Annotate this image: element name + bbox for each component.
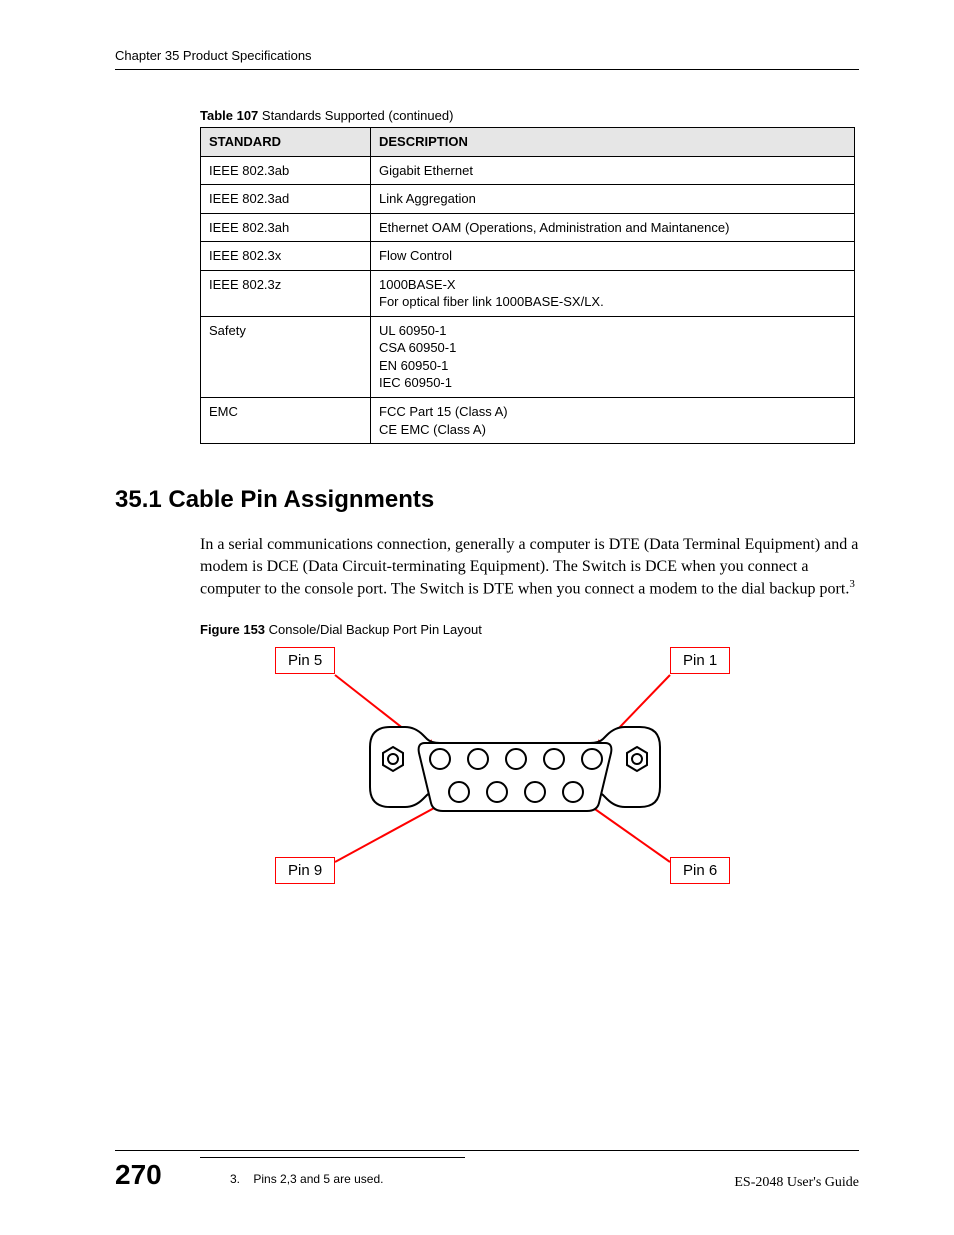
table-row: IEEE 802.3xFlow Control — [201, 242, 855, 271]
table-row: SafetyUL 60950-1CSA 60950-1EN 60950-1IEC… — [201, 316, 855, 397]
guide-name: ES-2048 User's Guide — [734, 1175, 859, 1191]
cell-standard: IEEE 802.3ad — [201, 185, 371, 214]
cell-standard: IEEE 802.3ab — [201, 156, 371, 185]
page: Chapter 35 Product Specifications Table … — [0, 0, 954, 1235]
table-row: EMCFCC Part 15 (Class A)CE EMC (Class A) — [201, 398, 855, 444]
pin-1-label: Pin 1 — [670, 647, 730, 674]
chapter-header: Chapter 35 Product Specifications — [115, 48, 859, 70]
pin-5-label: Pin 5 — [275, 647, 335, 674]
cell-description: Ethernet OAM (Operations, Administration… — [371, 213, 855, 242]
table-row: IEEE 802.3ahEthernet OAM (Operations, Ad… — [201, 213, 855, 242]
section-paragraph: In a serial communications connection, g… — [200, 534, 860, 600]
table-caption-rest: Standards Supported (continued) — [258, 108, 453, 123]
cell-description: FCC Part 15 (Class A)CE EMC (Class A) — [371, 398, 855, 444]
table-caption-bold: Table 107 — [200, 108, 258, 123]
figure-caption-bold: Figure 153 — [200, 622, 265, 637]
page-footer: 270 ES-2048 User's Guide — [115, 1150, 859, 1191]
cell-standard: IEEE 802.3z — [201, 270, 371, 316]
pin-6-label: Pin 6 — [670, 857, 730, 884]
cell-description: UL 60950-1CSA 60950-1EN 60950-1IEC 60950… — [371, 316, 855, 397]
standards-table: STANDARD DESCRIPTION IEEE 802.3abGigabit… — [200, 127, 855, 444]
table-row: IEEE 802.3abGigabit Ethernet — [201, 156, 855, 185]
cell-description: Gigabit Ethernet — [371, 156, 855, 185]
pin-9-label: Pin 9 — [275, 857, 335, 884]
table-caption: Table 107 Standards Supported (continued… — [200, 108, 859, 123]
section-title: 35.1 Cable Pin Assignments — [115, 486, 859, 514]
cell-description: Link Aggregation — [371, 185, 855, 214]
table-header-row: STANDARD DESCRIPTION — [201, 128, 855, 157]
cell-description: 1000BASE-XFor optical fiber link 1000BAS… — [371, 270, 855, 316]
col-description: DESCRIPTION — [371, 128, 855, 157]
cell-standard: EMC — [201, 398, 371, 444]
para-text: In a serial communications connection, g… — [200, 536, 858, 598]
table-row: IEEE 802.3z1000BASE-XFor optical fiber l… — [201, 270, 855, 316]
cell-standard: IEEE 802.3x — [201, 242, 371, 271]
figure-caption-rest: Console/Dial Backup Port Pin Layout — [265, 622, 482, 637]
cell-standard: Safety — [201, 316, 371, 397]
figure-caption: Figure 153 Console/Dial Backup Port Pin … — [200, 622, 859, 637]
page-number: 270 — [115, 1159, 162, 1191]
cell-description: Flow Control — [371, 242, 855, 271]
table-107-wrap: Table 107 Standards Supported (continued… — [200, 108, 859, 444]
footnote-marker: 3 — [849, 578, 855, 590]
figure-153: Pin 5 Pin 1 Pin 9 Pin 6 — [275, 647, 775, 897]
cell-standard: IEEE 802.3ah — [201, 213, 371, 242]
table-row: IEEE 802.3adLink Aggregation — [201, 185, 855, 214]
col-standard: STANDARD — [201, 128, 371, 157]
